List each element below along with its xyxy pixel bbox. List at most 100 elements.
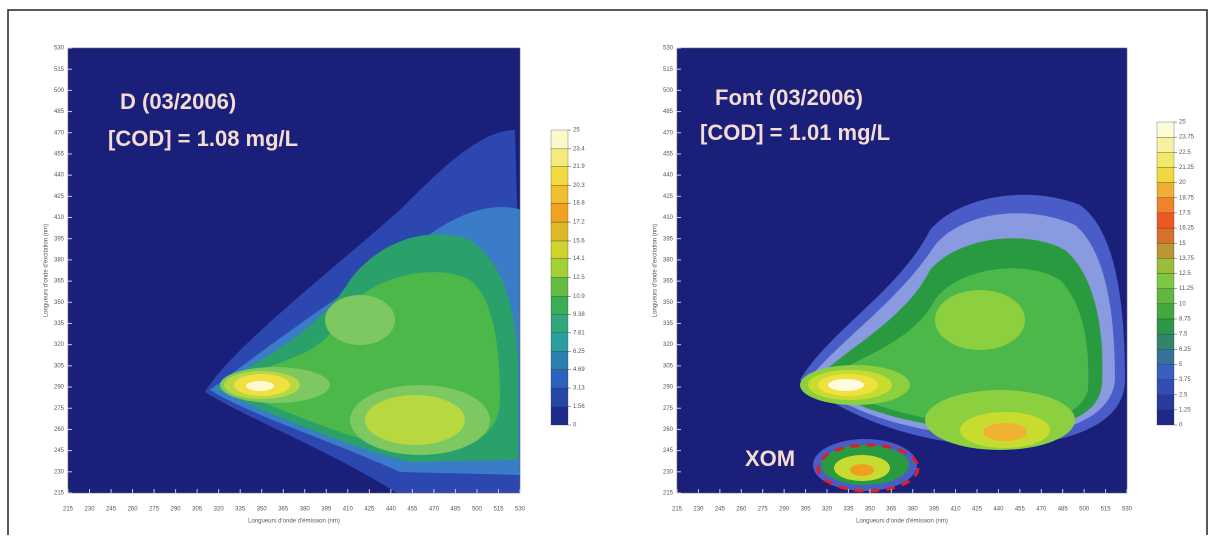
y-tick-label: 440 — [54, 173, 65, 179]
colorbar-cell — [1156, 318, 1175, 335]
frame — [7, 9, 1208, 540]
y-tick-label: 455 — [54, 152, 65, 158]
colorbar-tick-label: 3.13 — [573, 386, 585, 392]
colorbar-tick-label: 20 — [1179, 180, 1186, 186]
colorbar-cell — [550, 387, 569, 407]
colorbar-tick-label: 8.75 — [1179, 317, 1191, 323]
colorbar-tick-label: 1.56 — [573, 404, 585, 410]
colorbar-tick-label: 12.5 — [573, 275, 585, 281]
x-tick-label: 485 — [450, 507, 461, 513]
x-axis-label: Longueurs d'onde d'émission (nm) — [856, 519, 948, 525]
colorbar-cell — [1156, 273, 1175, 289]
x-tick-label: 365 — [886, 507, 897, 513]
y-tick-label: 230 — [54, 469, 65, 475]
y-tick-label: 425 — [54, 194, 65, 200]
colorbar-cell — [1156, 364, 1175, 380]
colorbar-cell — [550, 332, 569, 352]
colorbar-cell — [1156, 197, 1175, 214]
colorbar-cell — [1156, 288, 1175, 304]
plot-title: Font (03/2006) — [715, 85, 863, 110]
colorbar-tick-label: 9.38 — [573, 312, 585, 318]
colorbar-tick-label: 10 — [1179, 301, 1186, 307]
y-tick-label: 275 — [663, 406, 674, 412]
y-tick-label: 305 — [54, 363, 65, 369]
y-tick-label: 530 — [54, 46, 65, 52]
x-tick-label: 440 — [993, 507, 1004, 513]
y-tick-label: 350 — [663, 300, 674, 306]
colorbar-cell — [550, 221, 569, 242]
colorbar-tick-label: 23.75 — [1179, 135, 1195, 141]
colorbar-tick-label: 22.5 — [1179, 150, 1191, 156]
plot-border — [67, 47, 521, 494]
colorbar-tick-label: 15 — [1179, 241, 1186, 247]
annotation: XOM — [745, 446, 795, 471]
y-tick-label: 305 — [663, 363, 674, 369]
colorbar-tick-label: 6.25 — [573, 349, 585, 355]
y-tick-label: 260 — [54, 427, 65, 433]
y-tick-label: 410 — [54, 215, 65, 221]
x-tick-label: 245 — [715, 507, 726, 513]
x-tick-label: 425 — [972, 507, 983, 513]
colorbar-tick-label: 23.4 — [573, 146, 585, 152]
colorbar-tick-label: 3.75 — [1179, 377, 1191, 383]
y-tick-label: 455 — [663, 152, 674, 158]
x-tick-label: 515 — [493, 507, 504, 513]
colorbar-cell — [550, 240, 569, 259]
colorbar-tick-label: 18.8 — [573, 201, 585, 207]
colorbar-cell — [550, 296, 569, 315]
colorbar-tick-label: 14.1 — [573, 256, 585, 262]
x-tick-label: 395 — [929, 507, 940, 513]
x-tick-label: 230 — [693, 507, 704, 513]
y-tick-label: 470 — [663, 130, 674, 136]
y-tick-label: 245 — [54, 448, 65, 454]
colorbar-tick-label: 1.25 — [1179, 407, 1191, 413]
y-tick-label: 500 — [54, 88, 65, 94]
x-tick-label: 395 — [321, 507, 332, 513]
y-tick-label: 485 — [54, 109, 65, 115]
colorbar-cell — [1156, 167, 1175, 183]
colorbar-cell — [1156, 136, 1175, 153]
colorbar-cell — [1156, 394, 1175, 411]
colorbar-cell — [1156, 152, 1175, 168]
x-tick-label: 500 — [472, 507, 483, 513]
y-tick-label: 290 — [54, 385, 65, 391]
x-tick-label: 290 — [779, 507, 790, 513]
colorbar-tick-label: 0 — [573, 423, 577, 429]
x-tick-label: 530 — [1122, 507, 1133, 513]
x-tick-label: 230 — [85, 507, 96, 513]
colorbar-tick-label: 2.5 — [1179, 392, 1188, 398]
colorbar-cell — [1156, 258, 1175, 274]
colorbar-tick-label: 15.6 — [573, 238, 585, 244]
colorbar-cell — [550, 203, 569, 223]
x-tick-label: 440 — [386, 507, 397, 513]
colorbar-cell — [550, 369, 569, 389]
y-tick-label: 380 — [663, 257, 674, 263]
y-tick-label: 380 — [54, 257, 65, 263]
colorbar-tick-label: 21.25 — [1179, 165, 1195, 171]
colorbar-tick-label: 7.81 — [573, 330, 585, 336]
colorbar-tick-label: 10.9 — [573, 294, 585, 300]
colorbar-cell — [550, 314, 569, 333]
colorbar-tick-label: 17.2 — [573, 220, 585, 226]
x-tick-label: 380 — [908, 507, 919, 513]
colorbar-tick-label: 21.9 — [573, 164, 585, 170]
colorbar-tick-label: 5 — [1179, 362, 1183, 368]
colorbar-cell — [1156, 333, 1175, 350]
y-axis-label: Longueurs d'onde d'excitation (nm) — [44, 224, 50, 317]
colorbar-cell — [1156, 379, 1175, 395]
y-tick-label: 260 — [663, 427, 674, 433]
x-tick-label: 275 — [149, 507, 160, 513]
x-tick-label: 320 — [214, 507, 225, 513]
y-tick-label: 335 — [663, 321, 674, 327]
x-tick-label: 410 — [951, 507, 962, 513]
x-tick-label: 455 — [407, 507, 418, 513]
y-tick-label: 485 — [663, 109, 674, 115]
y-tick-label: 425 — [663, 194, 674, 200]
x-tick-label: 335 — [235, 507, 246, 513]
x-tick-label: 215 — [672, 507, 683, 513]
x-tick-label: 515 — [1101, 507, 1112, 513]
colorbar-cell — [1156, 182, 1175, 198]
colorbar-tick-label: 17.5 — [1179, 210, 1191, 216]
y-tick-label: 515 — [54, 67, 65, 73]
